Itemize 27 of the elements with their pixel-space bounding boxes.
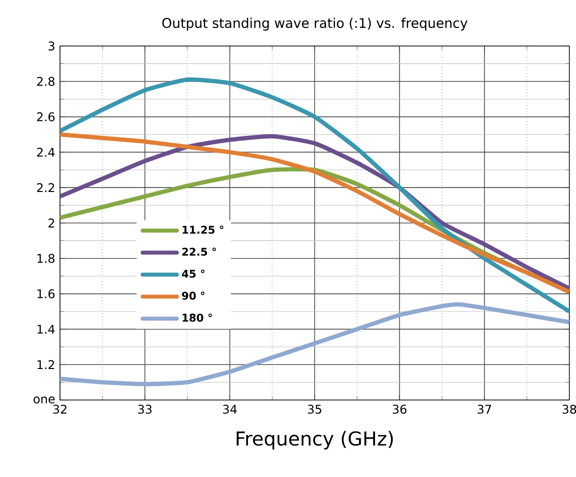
y-tick-label: 3 bbox=[48, 41, 54, 51]
y-tick-label: 2.6 bbox=[37, 112, 55, 122]
y-tick-label: 2.2 bbox=[37, 183, 54, 192]
y-tick-label: 1.4 bbox=[38, 324, 55, 334]
x-tick-label: 37 bbox=[478, 404, 492, 414]
y-tick-label: 1.8 bbox=[38, 254, 54, 263]
chart-title: Output standing wave ratio (:1) vs. frequency bbox=[162, 18, 468, 31]
line-series bbox=[60, 77, 570, 314]
legend-label: 180 ° bbox=[182, 314, 212, 322]
x-tick-label: 38 bbox=[562, 404, 576, 414]
y-tick-label: 2 bbox=[48, 218, 54, 228]
legend-label: 90 ° bbox=[182, 292, 204, 300]
legend-label: 11.25 ° bbox=[182, 226, 224, 234]
legend-label: 45 ° bbox=[182, 270, 204, 278]
y-tick-label: 1.2 bbox=[38, 360, 54, 370]
y-tick-label: 2.8 bbox=[37, 76, 54, 86]
x-tick-label: 33 bbox=[138, 404, 152, 414]
x-tick-label: 35 bbox=[308, 404, 322, 414]
y-tick-label: 1.6 bbox=[38, 289, 55, 298]
line-series bbox=[60, 302, 570, 386]
y-tick-label: one bbox=[34, 396, 55, 404]
x-tick-label: 36 bbox=[392, 404, 406, 414]
x-tick-label: 32 bbox=[53, 404, 66, 414]
x-tick-label: 34 bbox=[223, 404, 237, 414]
x-axis-title: Frequency (GHz) bbox=[236, 430, 393, 450]
legend-label: 22.5 ° bbox=[182, 248, 216, 256]
y-tick-label: 2.4 bbox=[37, 148, 55, 157]
